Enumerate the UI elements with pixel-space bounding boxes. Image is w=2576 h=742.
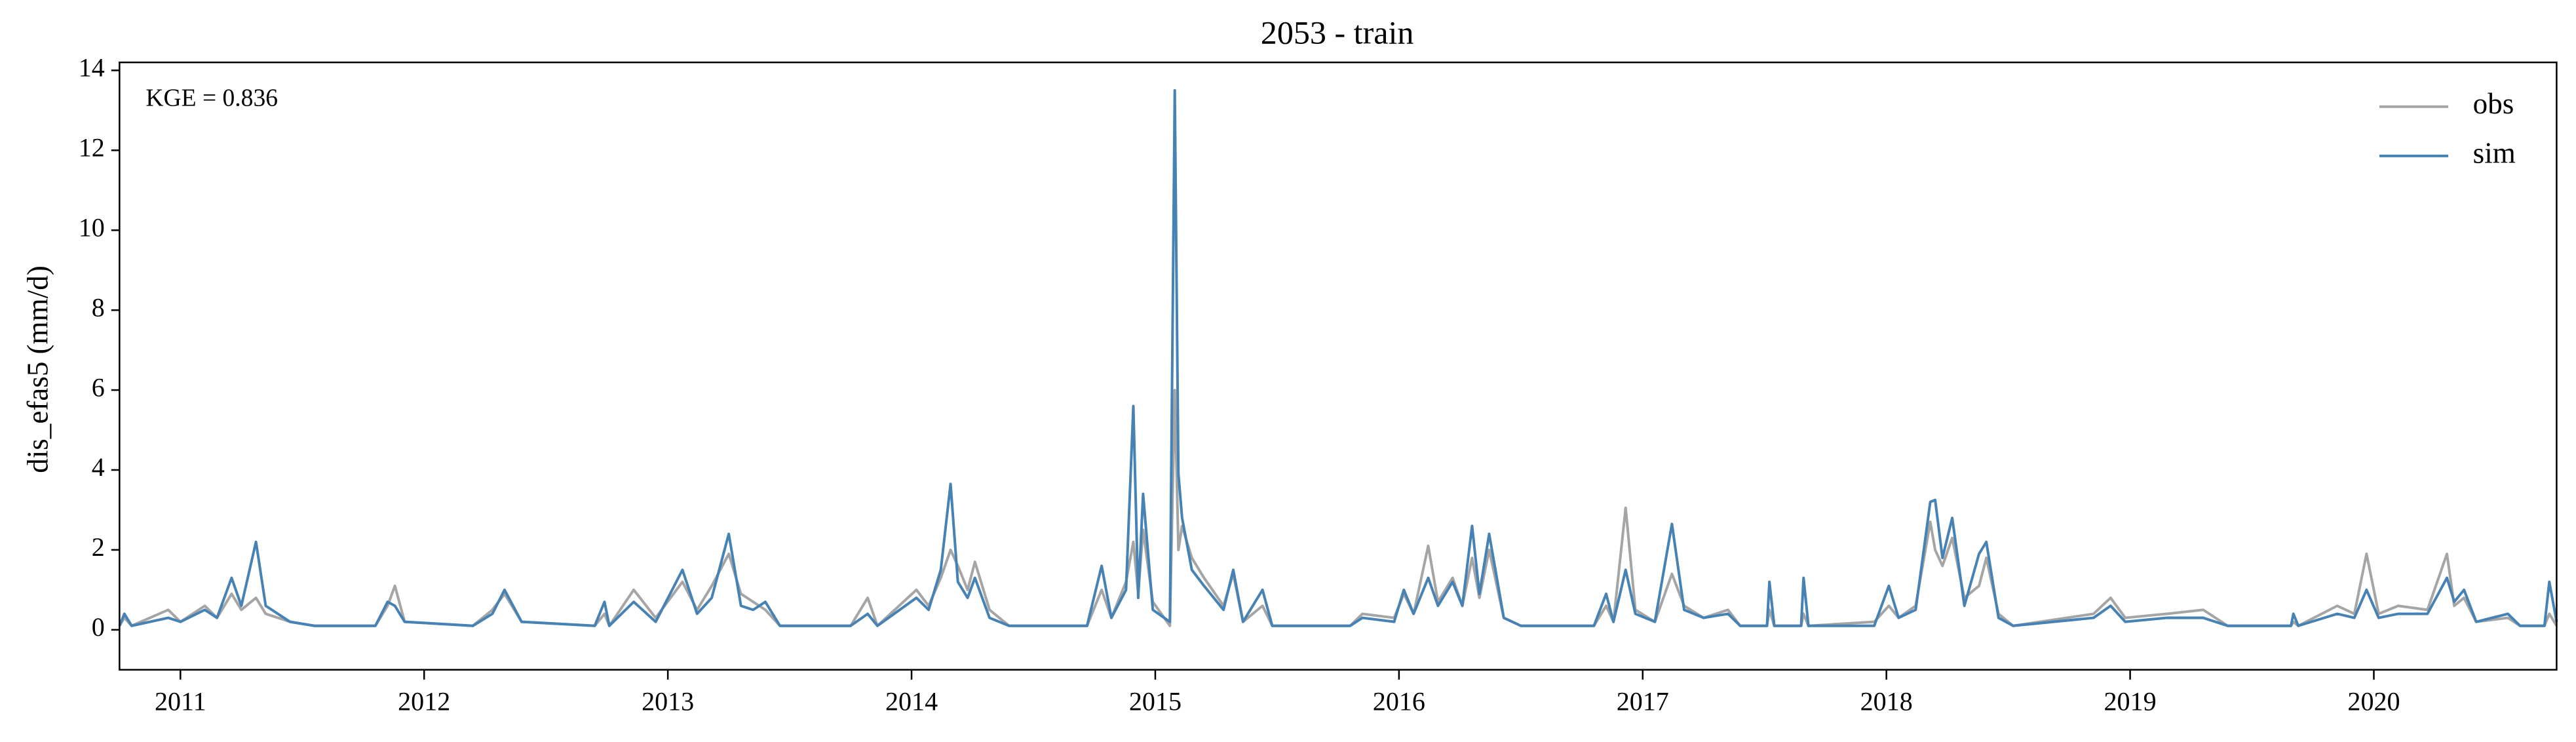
x-tick-label: 2013 — [642, 687, 694, 716]
y-tick-label: 0 — [92, 612, 105, 642]
annotation: KGE = 0.836 — [145, 85, 278, 111]
x-tick-label: 2017 — [1617, 687, 1669, 716]
y-tick-label: 6 — [92, 372, 105, 402]
legend-label: obs — [2473, 87, 2514, 120]
y-tick-label: 4 — [92, 452, 105, 482]
x-tick-label: 2016 — [1373, 687, 1425, 716]
y-tick-label: 10 — [79, 212, 105, 242]
series-line — [118, 389, 2558, 627]
y-axis-label: dis_efas5 (mm/d) — [21, 265, 54, 473]
y-tick-label: 14 — [79, 53, 105, 83]
y-tick-label: 12 — [79, 132, 105, 162]
x-tick-label: 2020 — [2347, 687, 2400, 716]
x-tick-label: 2018 — [1860, 687, 1913, 716]
x-tick-label: 2014 — [885, 687, 938, 716]
series-line — [118, 88, 2558, 627]
x-tick-label: 2019 — [2104, 687, 2157, 716]
legend-label: sim — [2473, 136, 2516, 169]
y-tick-label: 2 — [92, 532, 105, 562]
plot-frame — [119, 61, 2558, 671]
x-tick-label: 2015 — [1129, 687, 1182, 716]
x-tick-label: 2012 — [398, 687, 450, 716]
chart-title: 2053 - train — [1261, 14, 1414, 51]
y-tick-label: 8 — [92, 292, 105, 322]
x-tick-label: 2011 — [155, 687, 206, 716]
